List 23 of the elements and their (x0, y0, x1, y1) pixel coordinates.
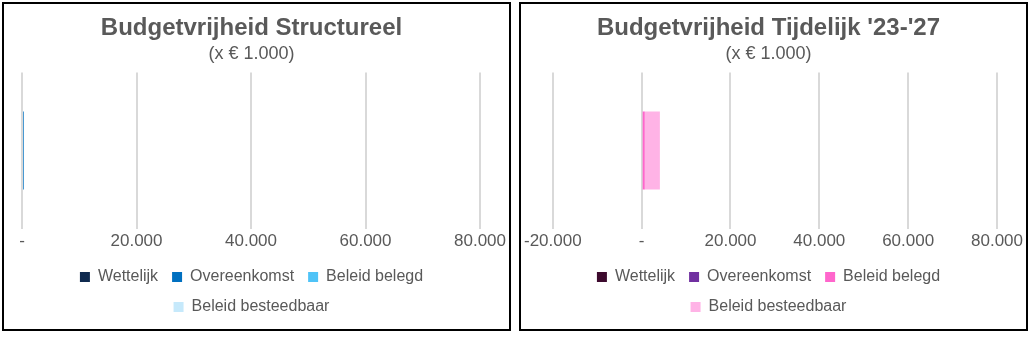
x-tick-label: 40.000 (793, 231, 846, 251)
chart-subtitle: (x € 1.000) (725, 42, 812, 63)
x-tick-label: - (19, 231, 25, 251)
legend-label: Wettelijk (97, 267, 160, 285)
x-tick-label: 20.000 (110, 231, 163, 251)
x-tick-label: 20.000 (704, 231, 757, 251)
legend-label: Overeenkomst (190, 267, 295, 285)
x-tick-label: 80.000 (971, 231, 1023, 251)
legend-label: Beleid besteedbaar (708, 297, 848, 315)
x-tick-label: - (638, 231, 645, 251)
x-tick-label: 40.000 (225, 231, 277, 251)
legend-label: Overeenkomst (707, 267, 812, 285)
x-tick-label: 60.000 (339, 231, 392, 251)
legend-label: Beleid belegd (843, 267, 941, 285)
chart-subtitle: (x € 1.000) (208, 42, 295, 63)
legend-label: Beleid besteedbaar (191, 297, 331, 315)
legend-label: Beleid belegd (326, 267, 424, 285)
x-tick-label: 60.000 (882, 231, 935, 251)
x-tick-label: 80.000 (454, 231, 506, 251)
x-tick-label: -20.000 (523, 231, 582, 251)
legend-label: Wettelijk (614, 267, 677, 285)
chart-title: Budgetvrijheid Tijdelijk '23-'27 (596, 13, 941, 41)
chart-title: Budgetvrijheid Structureel (100, 13, 403, 41)
